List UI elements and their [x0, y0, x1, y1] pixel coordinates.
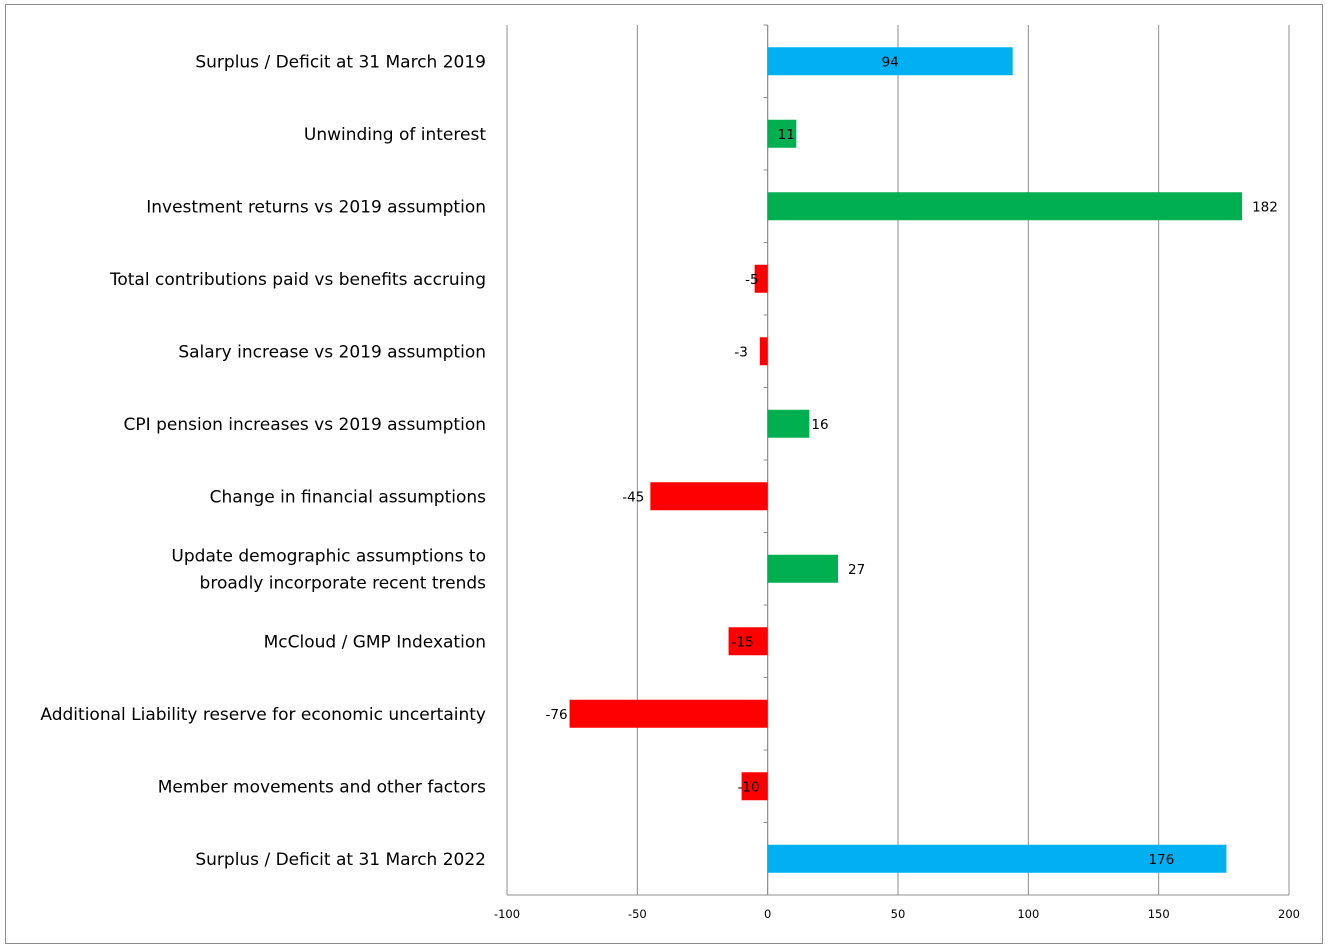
data-label: -3 [734, 344, 747, 360]
category-label: Investment returns vs 2019 assumption [146, 197, 486, 217]
data-label: -45 [622, 489, 644, 505]
category-label: Unwinding of interest [304, 125, 486, 145]
x-tick-label: -100 [494, 907, 520, 921]
bar-negative [569, 699, 768, 728]
bar-negative [650, 482, 768, 511]
bar-negative [728, 627, 768, 656]
data-label: 176 [1149, 852, 1175, 868]
data-label: -76 [545, 707, 567, 723]
data-label: 182 [1252, 199, 1278, 215]
data-label: 94 [882, 54, 899, 70]
category-label: CPI pension increases vs 2019 assumption [124, 415, 486, 435]
grid-layer [506, 25, 1290, 895]
x-tick-label: 200 [1278, 907, 1300, 921]
bar-total [767, 47, 1013, 76]
data-label: 27 [848, 562, 865, 578]
bar-positive [767, 119, 797, 148]
data-label: -10 [738, 779, 760, 795]
data-label: -15 [732, 634, 754, 650]
bar-negative [754, 264, 768, 293]
label-layer: Surplus / Deficit at 31 March 2019 94 Unwi… [40, 52, 1277, 870]
category-label: Additional Liability reserve for economi… [40, 705, 486, 725]
data-label: 16 [811, 417, 828, 433]
category-label: Total contributions paid vs benefits acc… [109, 270, 486, 290]
bar-negative [759, 337, 768, 366]
category-label: Update demographic assumptions to [171, 546, 486, 566]
category-label: McCloud / GMP Indexation [264, 632, 486, 652]
x-tick-label: 100 [1017, 907, 1039, 921]
category-label: Member movements and other factors [158, 777, 486, 797]
x-tick-label: 50 [891, 907, 906, 921]
x-tick-label: -50 [628, 907, 647, 921]
data-label: 11 [778, 127, 795, 143]
bar-positive [767, 409, 810, 438]
category-label: Surplus / Deficit at 31 March 2022 [195, 850, 486, 870]
bar-negative [741, 772, 768, 801]
bar-positive [767, 554, 839, 583]
axis-layer: -100 -50 0 50 100 150 200 [494, 24, 1300, 921]
data-label: -5 [745, 272, 758, 288]
category-label: Surplus / Deficit at 31 March 2019 [195, 52, 486, 72]
category-label: Salary increase vs 2019 assumption [178, 342, 486, 362]
x-tick-label: 0 [764, 907, 771, 921]
category-label: Change in financial assumptions [210, 487, 487, 507]
bar-layer [569, 47, 1243, 873]
x-tick-label: 150 [1148, 907, 1170, 921]
bar-total [767, 844, 1227, 873]
category-label: broadly incorporate recent trends [200, 573, 487, 593]
bar-positive [767, 192, 1243, 221]
